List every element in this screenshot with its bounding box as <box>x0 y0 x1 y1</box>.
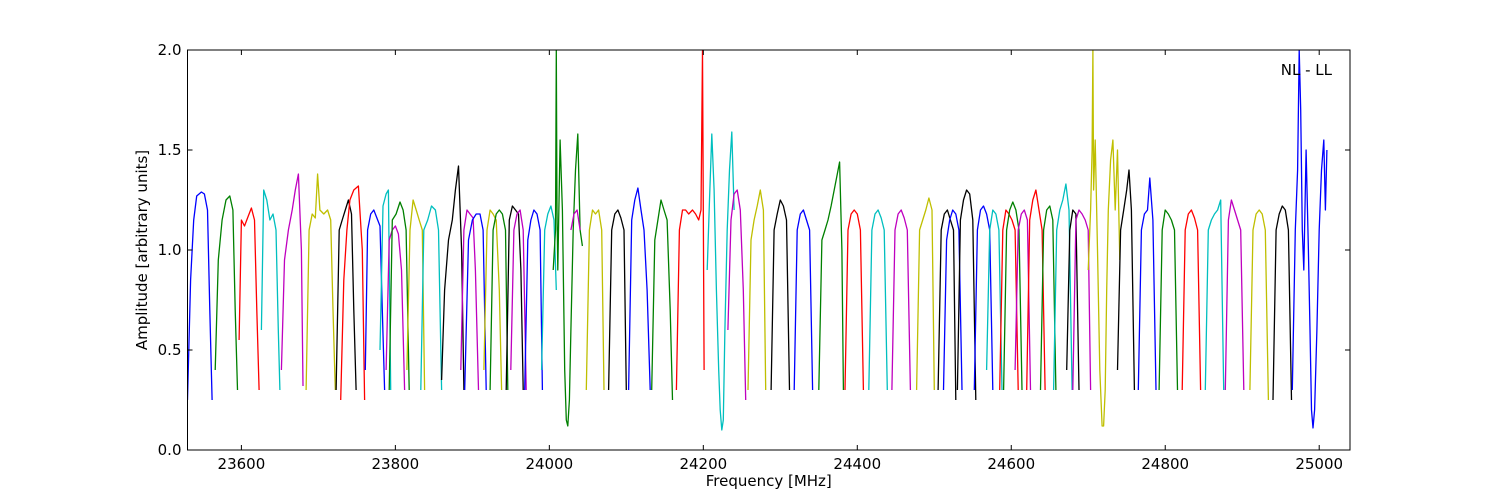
series-line-52 <box>1066 209 1080 391</box>
series-line-18 <box>483 209 503 391</box>
series-line-47 <box>1002 201 1023 391</box>
series-line-16 <box>460 209 480 391</box>
series-line-39 <box>891 209 912 391</box>
x-tick-label: 24400 <box>833 455 881 473</box>
x-tick-label: 24200 <box>679 455 727 473</box>
series-line-59 <box>1204 199 1225 391</box>
x-tick-label: 23600 <box>218 455 266 473</box>
series-line-17 <box>464 213 487 391</box>
series-line-41 <box>937 209 957 401</box>
y-tick-label: 1.0 <box>158 241 182 259</box>
series-line-31 <box>706 131 735 431</box>
series-line-12 <box>388 201 410 391</box>
series-line-23 <box>540 205 557 371</box>
y-tick-label: 0.0 <box>158 441 182 459</box>
series-line-25 <box>570 209 581 231</box>
series-line-51 <box>1052 183 1073 391</box>
series-line-9 <box>364 209 386 391</box>
series-line-3 <box>238 207 260 391</box>
series-line-37 <box>844 209 865 391</box>
series-line-1 <box>187 191 213 401</box>
series-line-15 <box>440 165 465 391</box>
series-line-30 <box>675 50 705 391</box>
y-axis-label: Amplitude [arbitrary units] <box>133 150 151 350</box>
series-line-19 <box>489 209 509 391</box>
series-line-57 <box>1158 209 1179 391</box>
axis-ticks: 23600 23800 24000 24200 24400 24600 24800 25000… <box>158 41 1350 473</box>
series-line-49 <box>1026 189 1046 391</box>
series-line-11 <box>385 225 406 391</box>
series-line-58 <box>1181 209 1202 391</box>
series-line-62 <box>1272 205 1293 401</box>
series-line-45 <box>985 209 1003 391</box>
series-line-13 <box>406 199 426 391</box>
y-tick-label: 2.0 <box>158 41 182 59</box>
series-line-38 <box>868 209 888 391</box>
plot-annotation: NL - LL <box>1281 61 1333 79</box>
spectrum-traces <box>187 50 1328 431</box>
series-line-35 <box>793 209 814 391</box>
series-line-26 <box>585 209 605 391</box>
series-line-53 <box>1072 209 1092 391</box>
x-tick-label: 25000 <box>1295 455 1343 473</box>
series-line-40 <box>915 197 935 391</box>
series-line-55 <box>1116 169 1136 391</box>
x-axis-label: Frequency [MHz] <box>706 472 832 490</box>
x-tick-label: 23800 <box>372 455 420 473</box>
series-line-56 <box>1137 177 1157 391</box>
x-tick-label: 24600 <box>987 455 1035 473</box>
y-tick-label: 1.5 <box>158 141 182 159</box>
series-line-48 <box>1014 209 1032 391</box>
series-line-27 <box>607 209 627 391</box>
series-line-42 <box>942 209 963 391</box>
series-line-60 <box>1224 199 1245 391</box>
series-line-29 <box>651 199 674 401</box>
series-line-28 <box>627 187 651 391</box>
series-line-22 <box>524 209 544 391</box>
series-line-5 <box>280 173 304 387</box>
series-line-8 <box>340 185 366 401</box>
y-tick-label: 0.5 <box>158 341 182 359</box>
series-line-6 <box>305 173 336 391</box>
series-line-14 <box>420 205 443 391</box>
series-line-50 <box>1039 205 1057 391</box>
x-tick-label: 24000 <box>525 455 573 473</box>
series-line-63 <box>1291 50 1328 429</box>
series-line-2 <box>214 195 239 391</box>
series-line-7 <box>335 199 357 391</box>
series-line-36 <box>818 161 845 391</box>
series-line-20 <box>505 205 524 391</box>
series-line-43 <box>956 189 977 401</box>
series-line-61 <box>1249 209 1270 401</box>
series-line-24 <box>552 50 584 427</box>
series-line-4 <box>260 189 281 391</box>
series-line-34 <box>770 199 791 391</box>
series-line-54 <box>1087 50 1121 427</box>
series-line-21 <box>510 209 527 391</box>
x-tick-label: 24800 <box>1141 455 1189 473</box>
series-line-32 <box>727 189 747 401</box>
series-line-33 <box>747 189 767 391</box>
